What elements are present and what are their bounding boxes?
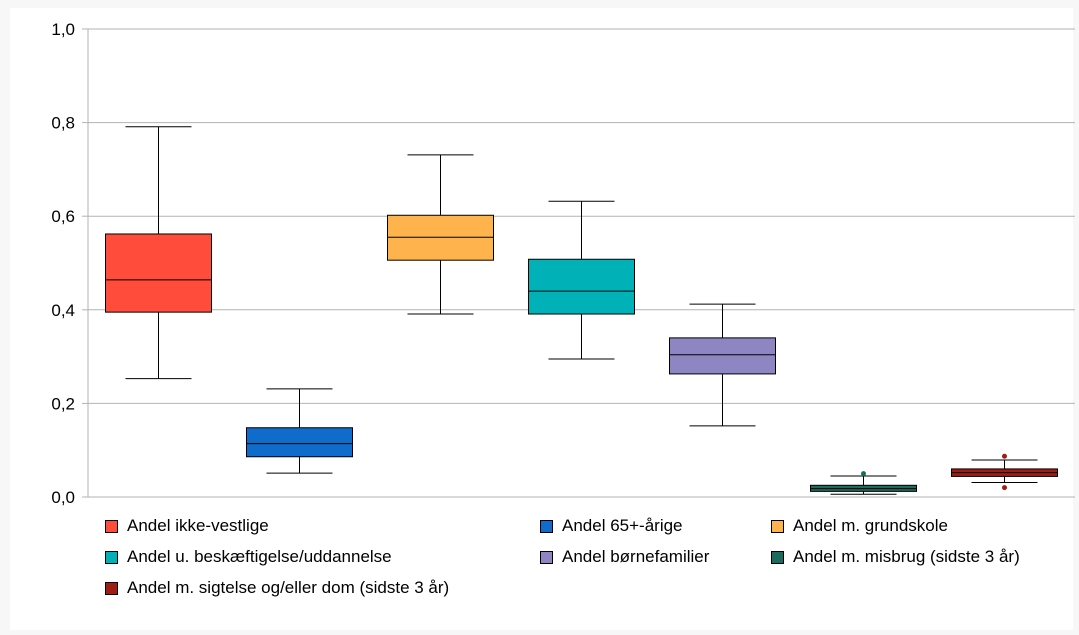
y-tick-label: 0,0 [51, 488, 75, 507]
y-tick-label: 0,2 [51, 394, 75, 413]
y-tick-label: 1,0 [51, 20, 75, 39]
y-tick-label: 0,4 [51, 301, 75, 320]
box [669, 337, 776, 375]
box [528, 258, 635, 315]
y-tick-label: 0,8 [51, 114, 75, 133]
y-tick-label: 0,6 [51, 207, 75, 226]
outlier-point [1002, 453, 1007, 459]
box [105, 233, 212, 313]
box [246, 427, 353, 458]
outlier-point [861, 471, 866, 477]
outlier-point [1002, 485, 1007, 491]
